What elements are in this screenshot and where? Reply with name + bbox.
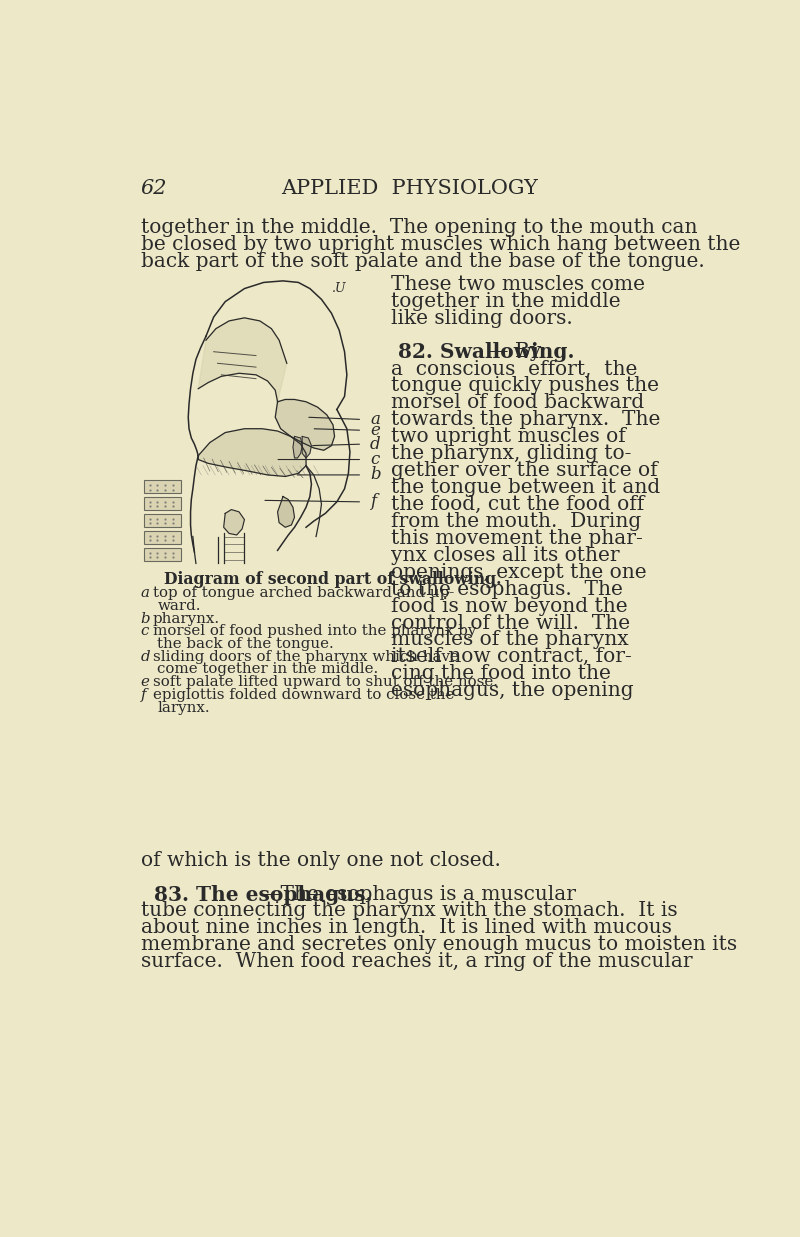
Polygon shape	[224, 510, 245, 534]
Text: about nine inches in length.  It is lined with mucous: about nine inches in length. It is lined…	[141, 918, 671, 938]
Text: two upright muscles of: two upright muscles of	[390, 427, 626, 447]
FancyBboxPatch shape	[144, 548, 182, 562]
Text: 83. The esophagus.: 83. The esophagus.	[154, 884, 373, 904]
Text: back part of the soft palate and the base of the tongue.: back part of the soft palate and the bas…	[141, 251, 704, 271]
Text: — By: — By	[482, 343, 542, 361]
Text: APPLIED  PHYSIOLOGY: APPLIED PHYSIOLOGY	[282, 179, 538, 198]
Text: ward.: ward.	[158, 599, 201, 612]
FancyBboxPatch shape	[144, 515, 182, 527]
Text: the pharynx, gliding to-: the pharynx, gliding to-	[390, 444, 631, 463]
Text: tube connecting the pharynx with the stomach.  It is: tube connecting the pharynx with the sto…	[141, 902, 677, 920]
Text: together in the middle: together in the middle	[390, 292, 620, 310]
Text: b: b	[141, 611, 150, 626]
Polygon shape	[275, 400, 334, 450]
Text: 82. Swallowing.: 82. Swallowing.	[398, 343, 575, 362]
Text: together in the middle.  The opening to the mouth can: together in the middle. The opening to t…	[141, 218, 697, 236]
Polygon shape	[302, 437, 311, 458]
Text: openings, except the one: openings, except the one	[390, 563, 646, 581]
Text: larynx.: larynx.	[158, 700, 210, 715]
Text: morsel of food backward: morsel of food backward	[390, 393, 644, 412]
Text: membrane and secretes only enough mucus to moisten its: membrane and secretes only enough mucus …	[141, 935, 737, 955]
Text: epiglottis folded downward to close the: epiglottis folded downward to close the	[153, 688, 454, 701]
Text: towards the pharynx.  The: towards the pharynx. The	[390, 411, 660, 429]
Text: morsel of food pushed into the pharynx by: morsel of food pushed into the pharynx b…	[153, 625, 476, 638]
Text: soft palate lifted upward to shut off the nose.: soft palate lifted upward to shut off th…	[153, 675, 498, 689]
Text: surface.  When food reaches it, a ring of the muscular: surface. When food reaches it, a ring of…	[141, 952, 692, 971]
Text: sliding doors of the pharynx which have: sliding doors of the pharynx which have	[153, 649, 458, 664]
Polygon shape	[198, 318, 287, 402]
Text: from the mouth.  During: from the mouth. During	[390, 512, 641, 531]
FancyBboxPatch shape	[144, 480, 182, 494]
Text: —The esophagus is a muscular: —The esophagus is a muscular	[254, 884, 576, 903]
Text: pharynx.: pharynx.	[153, 611, 220, 626]
Text: d: d	[370, 435, 381, 453]
Text: tongue quickly pushes the: tongue quickly pushes the	[390, 376, 658, 396]
Text: of which is the only one not closed.: of which is the only one not closed.	[141, 851, 500, 870]
Text: a: a	[141, 586, 150, 600]
Text: These two muscles come: These two muscles come	[390, 275, 645, 293]
Text: this movement the phar-: this movement the phar-	[390, 529, 642, 548]
Text: top of tongue arched backward and up-: top of tongue arched backward and up-	[153, 586, 454, 600]
Text: c: c	[370, 452, 379, 468]
Text: 62: 62	[141, 179, 167, 198]
Text: the back of the tongue.: the back of the tongue.	[158, 637, 334, 651]
Text: itself now contract, for-: itself now contract, for-	[390, 647, 631, 667]
Text: gether over the surface of: gether over the surface of	[390, 461, 658, 480]
Text: muscles of the pharynx: muscles of the pharynx	[390, 631, 628, 649]
Text: cing the food into the: cing the food into the	[390, 664, 610, 683]
Text: come together in the middle.: come together in the middle.	[158, 663, 378, 677]
Text: c: c	[141, 625, 149, 638]
Polygon shape	[293, 437, 302, 458]
Polygon shape	[278, 496, 294, 527]
Text: e: e	[370, 422, 380, 439]
Text: d: d	[141, 649, 150, 664]
Text: f: f	[141, 688, 146, 701]
Text: f: f	[370, 494, 376, 511]
FancyBboxPatch shape	[144, 497, 182, 511]
Text: ynx closes all its other: ynx closes all its other	[390, 546, 619, 565]
FancyBboxPatch shape	[144, 531, 182, 544]
Text: the food, cut the food off: the food, cut the food off	[390, 495, 644, 513]
Text: food is now beyond the: food is now beyond the	[390, 596, 627, 616]
Text: esophagus, the opening: esophagus, the opening	[390, 682, 634, 700]
Text: a  conscious  effort,  the: a conscious effort, the	[390, 360, 637, 379]
Text: .U: .U	[331, 282, 346, 294]
Polygon shape	[198, 429, 306, 476]
Text: a: a	[370, 411, 380, 428]
Text: Diagram of second part of swallowing.: Diagram of second part of swallowing.	[164, 571, 501, 588]
Text: b: b	[370, 466, 381, 484]
Text: to the esophagus.  The: to the esophagus. The	[390, 580, 622, 599]
Text: like sliding doors.: like sliding doors.	[390, 308, 573, 328]
Text: the tongue between it and: the tongue between it and	[390, 477, 660, 497]
Text: control of the will.  The: control of the will. The	[390, 614, 630, 632]
Text: e: e	[141, 675, 150, 689]
Text: be closed by two upright muscles which hang between the: be closed by two upright muscles which h…	[141, 235, 740, 254]
